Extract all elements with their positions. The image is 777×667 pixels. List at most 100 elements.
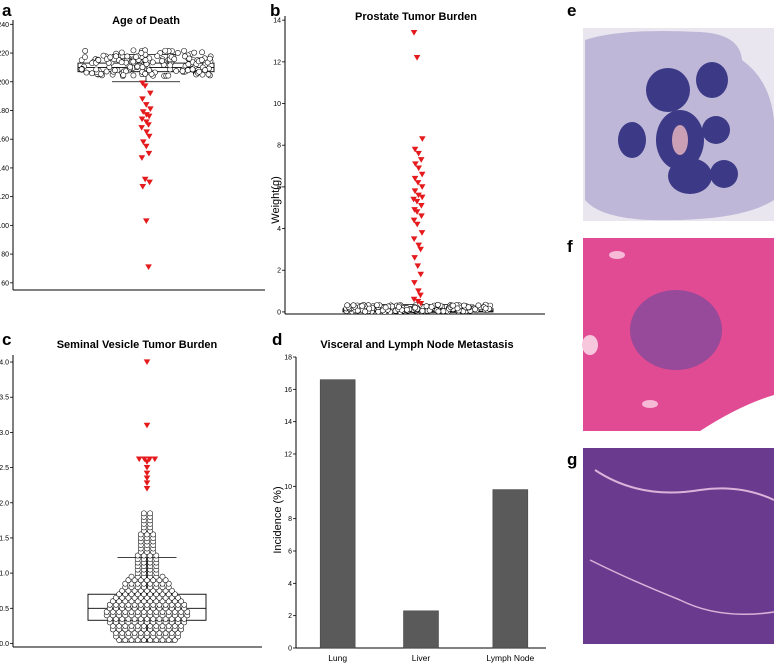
chart-c-point [147, 510, 153, 517]
chart-b-outlier-point [413, 55, 421, 61]
chart-b-point [428, 303, 435, 310]
chart-a-outlier-point [141, 176, 149, 183]
chart-a-point [149, 59, 156, 66]
chart-a-point [167, 62, 174, 69]
chart-b-point [475, 302, 482, 309]
chart-a-point [130, 58, 137, 65]
chart-c-outlier-point [143, 480, 151, 487]
chart-b-outlier-point [410, 217, 418, 224]
chart-d-bar-liver [403, 610, 439, 649]
chart-d-category-label: Liver [412, 653, 431, 663]
chart-b-point [354, 307, 361, 314]
chart-d-title: Visceral and Lymph Node Metastasis [320, 339, 513, 351]
chart-b-outlier-point [417, 292, 424, 299]
chart-c-outlier-point [143, 359, 151, 366]
chart-a-outlier-point [145, 150, 153, 157]
chart-d-ytick-label: 4 [288, 581, 292, 588]
chart-a-outlier-point [143, 129, 150, 135]
chart-b-outlier-point [410, 296, 418, 303]
chart-c-outlier-point [143, 422, 151, 429]
chart-a-point [191, 49, 198, 56]
panel-letter-c: c [2, 330, 11, 349]
histology-image-g [583, 448, 775, 644]
chart-a-point [179, 68, 186, 74]
chart-b-point [395, 304, 402, 310]
histology-g-stroma-2 [589, 559, 775, 616]
chart-b-point [450, 302, 456, 309]
chart-a-point [98, 71, 104, 77]
chart-c-ytick-label: 0.0 [0, 641, 9, 648]
chart-b-outlier-point [419, 136, 426, 142]
chart-c-ytick-label: 3.0 [0, 430, 9, 437]
chart-a-ytick-label: 120 [0, 194, 9, 201]
chart-a-ytick-label: 220 [0, 51, 9, 58]
chart-a-point [112, 67, 118, 74]
chart-b-outlier-point [418, 202, 425, 209]
chart-a-outlier-point [143, 119, 150, 125]
panel-letter-g: g [567, 450, 577, 469]
chart-b-outlier-point [411, 280, 418, 286]
chart-b-outlier-point [413, 221, 421, 228]
chart-b-ytick-label: 10 [273, 101, 281, 108]
chart-c-ytick-label: 1.0 [0, 571, 9, 578]
histology-e-tumor-2 [646, 68, 690, 112]
chart-c-ytick-label: 2.5 [0, 465, 9, 472]
chart-b-outlier-point [414, 180, 422, 186]
chart-b-outlier-point [411, 175, 419, 182]
chart-b-outlier-point [418, 194, 426, 201]
chart-c-outlier-point [143, 470, 151, 477]
chart-c-outlier-point [143, 459, 151, 465]
chart-b-outlier-point [410, 236, 418, 242]
chart-a-outlier-point [138, 155, 146, 161]
chart-b-outlier-point [411, 255, 418, 261]
histology-f-nodule [630, 290, 722, 370]
panel-letter-d: d [272, 330, 282, 349]
chart-c-point [159, 573, 166, 580]
chart-a-point [206, 55, 213, 62]
chart-a-point [165, 72, 172, 79]
chart-d-ytick-label: 6 [288, 549, 292, 556]
chart-d-ylabel: Incidence (%) [272, 486, 284, 553]
chart-a-point [162, 47, 169, 54]
chart-a-point [202, 67, 208, 73]
chart-a-plot: 60 80 100 120 140 160 180 200 220 240 [0, 20, 265, 291]
chart-b-point [440, 308, 447, 315]
chart-d-ytick-label: 14 [284, 419, 292, 426]
chart-a-point [100, 52, 107, 59]
chart-c-title: Seminal Vesicle Tumor Burden [57, 339, 218, 351]
chart-b-outlier-point [413, 209, 421, 215]
chart-a-point [138, 50, 145, 56]
chart-a-point [154, 53, 161, 59]
chart-a-outlier-point [138, 125, 145, 131]
chart-b-ylabel: Weight(g) [270, 176, 282, 223]
chart-a-outlier-point [140, 139, 147, 146]
chart-a-outlier-point [143, 143, 150, 150]
chart-a-ytick-label: 200 [0, 79, 9, 86]
chart-a-outlier-point [147, 106, 154, 113]
chart-b-point [344, 302, 351, 309]
chart-b-outlier-point [414, 298, 422, 305]
chart-d-ytick-label: 0 [288, 646, 292, 653]
chart-a-point [142, 70, 149, 77]
chart-b-point [435, 308, 442, 315]
chart-a-point [171, 56, 178, 62]
chart-b-title: Prostate Tumor Burden [355, 11, 477, 23]
chart-b-plot: 0 2 4 6 8 10 12 14 [273, 16, 545, 316]
histology-e-tumor-1 [618, 122, 646, 158]
histology-f-vessel-1 [609, 251, 625, 259]
chart-a-point [93, 66, 100, 73]
chart-b-outlier-point [418, 213, 425, 220]
chart-a-ytick-label: 140 [0, 165, 9, 172]
chart-a-point [124, 53, 131, 60]
chart-b-outlier-point [413, 198, 421, 205]
chart-a-outlier-point [146, 90, 154, 97]
chart-b-ytick-label: 8 [277, 143, 281, 150]
chart-b-point [472, 306, 478, 313]
chart-a-ytick-label: 60 [1, 280, 9, 287]
histology-e-lumen [672, 125, 688, 155]
histology-e-tumor-5 [702, 116, 730, 144]
chart-b-outlier-point [418, 230, 426, 236]
chart-a-point [118, 49, 125, 56]
chart-b-outlier-point [417, 246, 424, 253]
chart-b-ytick-label: 6 [277, 184, 281, 191]
